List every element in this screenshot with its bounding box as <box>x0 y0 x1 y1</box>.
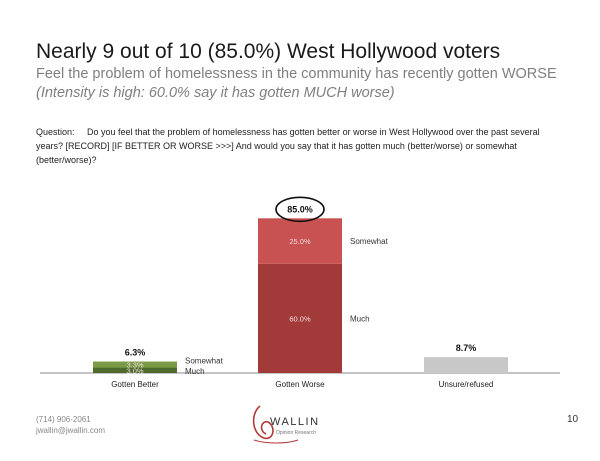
question-text: Do you feel that the problem of homeless… <box>36 127 540 165</box>
segment-name-label: Much <box>185 367 205 376</box>
question-block: Question: Do you feel that the problem of… <box>36 125 566 167</box>
bar-value-label: 25.0% <box>289 237 311 246</box>
segment-name-label: Somewhat <box>350 237 389 246</box>
category-tick-label: Gotten Worse <box>275 380 325 389</box>
bar-gotten-better-somewhat <box>93 361 177 368</box>
highlight-circle <box>275 196 325 223</box>
logo-swirl-tail <box>253 439 299 444</box>
category-tick-label: Gotten Better <box>111 380 159 389</box>
bar-value-label: 3.0% <box>126 366 143 375</box>
bar-gotten-worse-somewhat <box>258 218 342 264</box>
logo-swirl <box>252 405 274 440</box>
logo-subtext: Opinion Research <box>276 430 316 436</box>
bar-value-label: 3.3% <box>126 361 143 370</box>
contact-phone: (714) 906-2061 <box>36 415 91 424</box>
contact-info: (714) 906-2061 jwallin@jwallin.com <box>36 414 105 436</box>
page-number: 10 <box>567 414 579 425</box>
slide-subtitle: Feel the problem of homelessness in the … <box>36 66 557 82</box>
question-label: Question: <box>36 127 75 137</box>
bar-total-label: 85.0% <box>287 204 313 214</box>
bar-total-label: 8.7% <box>456 343 477 353</box>
bar-total-label: 6.3% <box>125 348 146 358</box>
bar-gotten-better-much <box>93 367 177 373</box>
segment-name-label: Much <box>350 314 370 323</box>
bar-gotten-worse-much <box>258 263 342 373</box>
bar-unsure-refused-much <box>424 357 508 373</box>
slide-subtitle-intensity: (Intensity is high: 60.0% say it has got… <box>36 85 395 101</box>
bar-value-label: 60.0% <box>289 314 311 323</box>
wallin-logo: WALLIN Opinion Research <box>252 405 320 444</box>
segment-name-label: Somewhat <box>185 357 224 366</box>
slide-title: Nearly 9 out of 10 (85.0%) West Hollywoo… <box>36 40 501 63</box>
contact-email: jwallin@jwallin.com <box>36 426 106 435</box>
logo-text: WALLIN <box>270 416 320 428</box>
category-tick-label: Unsure/refused <box>439 380 494 389</box>
